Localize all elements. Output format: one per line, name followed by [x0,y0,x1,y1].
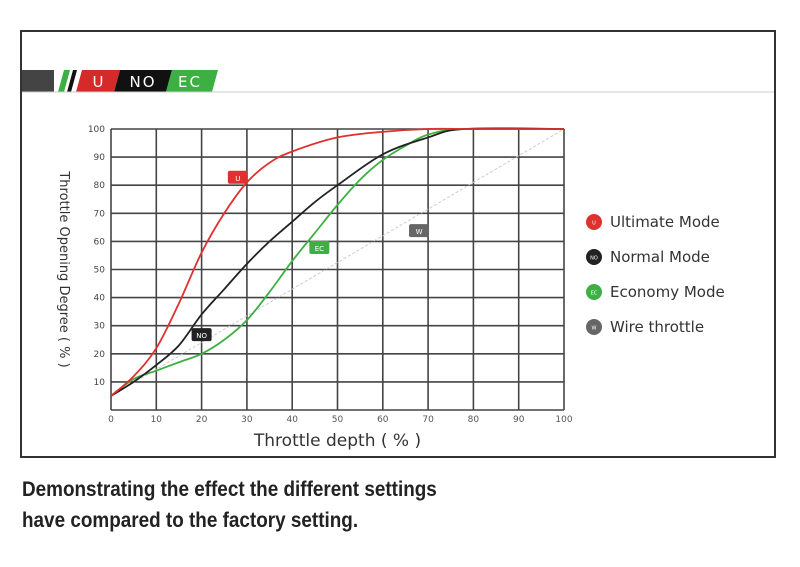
series-line-economy-mode [110,127,565,397]
logo-segment-u [76,70,120,92]
legend-marker-label: W [592,326,597,332]
legend-marker-label: EC [591,291,598,297]
logo-stripe-black [67,70,77,92]
x-tick-label: 20 [196,415,208,425]
x-tick-label: 80 [468,415,480,425]
series-line-normal-mode [110,127,565,397]
caption-line-2: have compared to the factory setting. [22,509,359,532]
x-tick-label: 90 [513,415,525,425]
series-badge-wire-throttle [409,224,430,238]
legend-label-ultimate-mode: Ultimate Mode [610,213,720,231]
series-badge-ultimate-mode [227,170,248,184]
logo-dark-block [22,70,54,92]
legend-marker-economy-mode [586,284,602,300]
logo-segment-ec [166,70,218,92]
series-badge-label: EC [315,245,324,253]
x-tick-label: 40 [286,415,298,425]
y-tick-label: 50 [94,266,106,276]
x-tick-label: 30 [241,415,253,425]
x-tick-label: 10 [151,415,163,425]
logo-text-u: U [93,73,106,91]
series-line-ultimate-mode [110,127,564,397]
y-tick-label: 90 [94,153,106,163]
legend-marker-wire-throttle [586,319,602,335]
legend-label-wire-throttle: Wire throttle [610,318,704,336]
logo-text-ec: EC [178,73,202,91]
x-axis-label: Throttle depth ( % ) [253,431,421,451]
y-tick-label: 40 [94,294,106,304]
y-tick-label: 10 [94,378,106,388]
y-tick-label: 60 [94,237,106,247]
y-tick-label: 80 [94,181,106,191]
y-tick-label: 70 [94,209,106,219]
x-tick-label: 100 [555,415,572,425]
throttle-chart: U NO EC 0 10 20 30 40 50 60 70 80 90 100 10 20 30 40 50 60 7… [22,70,774,451]
series-badge-label: U [235,175,240,183]
legend-label-economy-mode: Economy Mode [610,283,725,301]
x-tick-label: 70 [422,415,434,425]
logo-segment-no [114,70,172,92]
x-tick-label: 60 [377,415,389,425]
series-badge-economy-mode [309,241,330,255]
x-tick-label: 50 [332,415,344,425]
x-tick-label: 0 [108,415,114,425]
series-badge-label: W [416,228,423,236]
legend-marker-label: U [592,221,596,227]
logo-stripe-green [58,70,70,92]
y-axis-label: Throttle Opening Degree ( % ) [56,170,71,367]
y-tick-label: 20 [94,350,106,360]
legend-marker-label: NO [590,256,598,262]
legend-marker-ultimate-mode [586,214,602,230]
y-tick-label: 100 [88,125,105,135]
legend-marker-normal-mode [586,249,602,265]
caption-line-1: Demonstrating the effect the different s… [22,478,437,501]
y-tick-label: 30 [94,322,106,332]
series-badge-normal-mode [191,328,212,342]
chart-frame: U NO EC 0 10 20 30 40 50 60 70 80 90 100 10 20 30 40 50 60 7… [20,30,776,458]
logo-text-no: NO [129,73,156,91]
legend-label-normal-mode: Normal Mode [610,248,710,266]
series-badge-label: NO [196,332,207,340]
